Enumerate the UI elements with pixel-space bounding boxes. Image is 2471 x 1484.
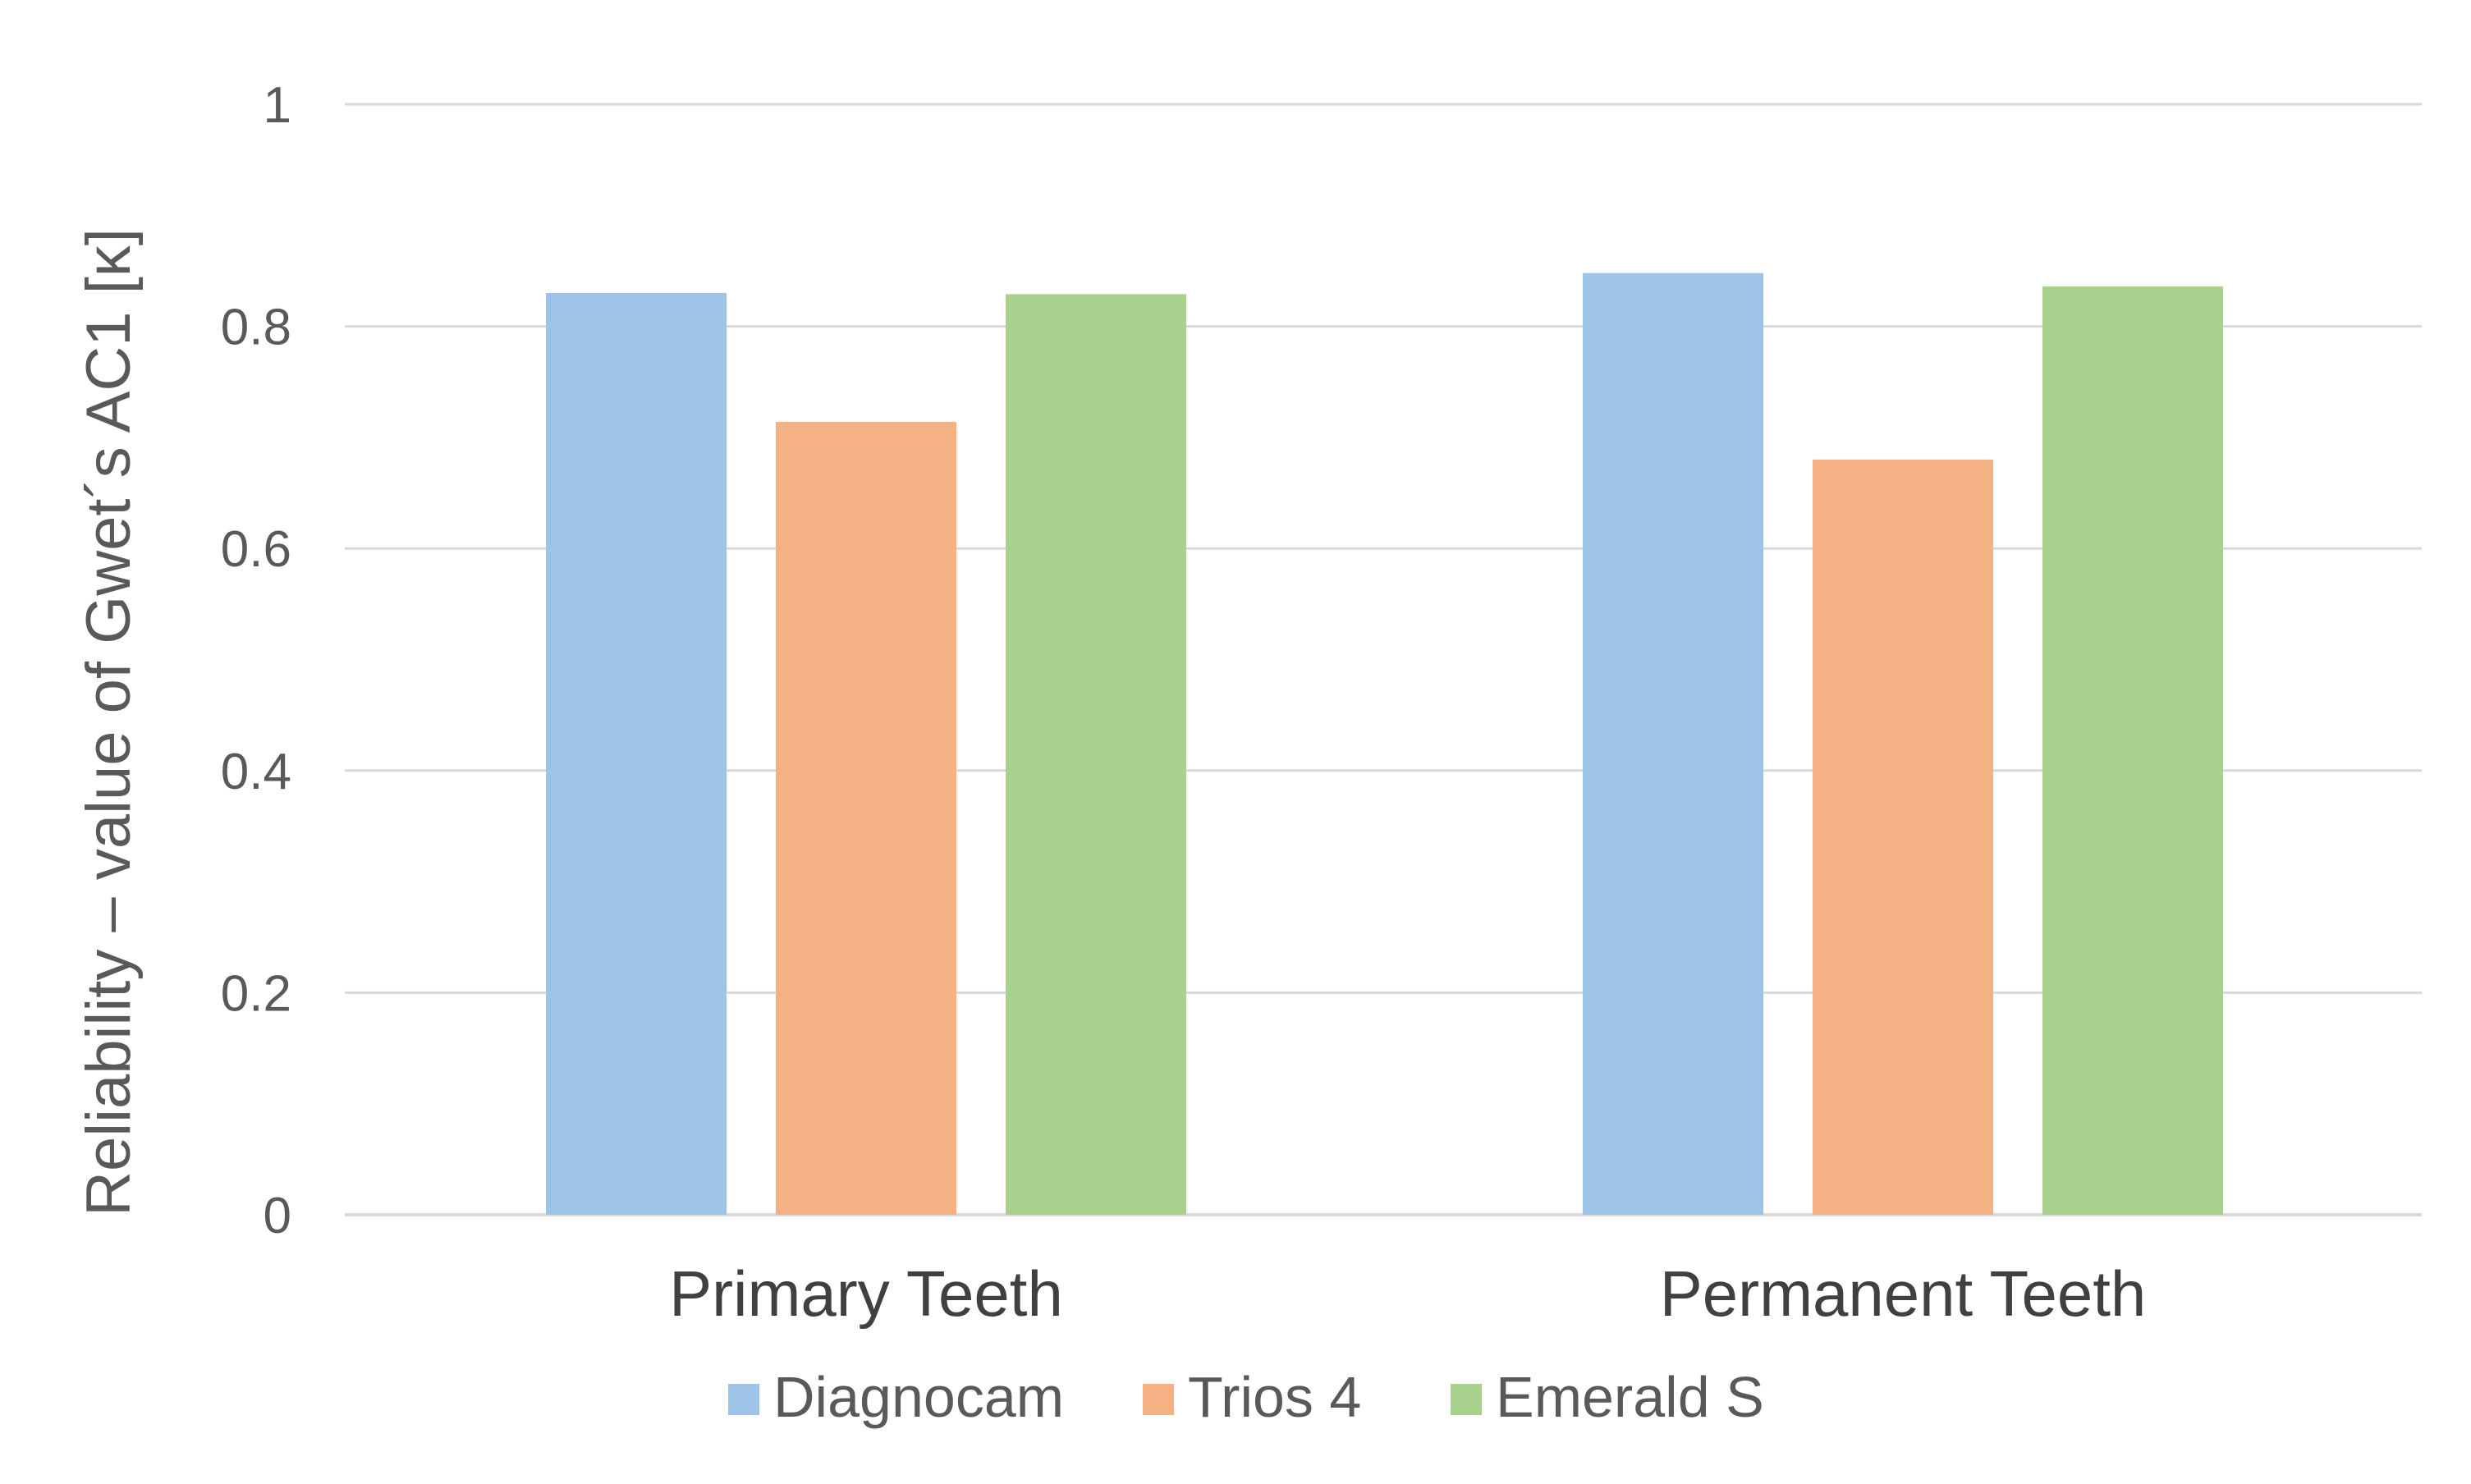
y-tick-label-1: 0.2	[221, 965, 291, 1022]
x-axis-category-labels: Primary Teeth Permanent Teeth	[669, 1257, 2146, 1330]
bar-trios-4-1	[1813, 459, 1993, 1215]
bar-trios-4-0	[776, 421, 956, 1215]
category-label-0: Primary Teeth	[669, 1257, 1063, 1330]
y-tick-label-5: 1	[264, 77, 291, 134]
legend-label-2: Emerald S	[1496, 1365, 1764, 1429]
y-tick-label-4: 0.8	[221, 300, 291, 356]
legend-swatch-2	[1451, 1384, 1482, 1415]
bars	[546, 273, 2223, 1216]
legend: Diagnocam Trios 4 Emerald S	[728, 1365, 1764, 1429]
bar-emerald-s-0	[1006, 294, 1186, 1215]
bar-emerald-s-1	[2042, 286, 2223, 1216]
y-axis-tick-labels: 0 0.2 0.4 0.6 0.8 1	[221, 77, 291, 1244]
legend-swatch-0	[728, 1384, 759, 1415]
bar-diagnocam-1	[1583, 273, 1763, 1215]
legend-swatch-1	[1143, 1384, 1174, 1415]
legend-label-1: Trios 4	[1188, 1365, 1361, 1429]
y-axis-title: Reliability – value of Gwet´s AC1 [κ]	[74, 228, 144, 1216]
category-label-1: Permanent Teeth	[1660, 1257, 2147, 1330]
bar-diagnocam-0	[546, 293, 727, 1215]
y-tick-label-2: 0.4	[221, 744, 291, 800]
y-tick-label-0: 0	[264, 1188, 291, 1244]
y-tick-label-3: 0.6	[221, 521, 291, 578]
legend-label-0: Diagnocam	[773, 1365, 1064, 1429]
